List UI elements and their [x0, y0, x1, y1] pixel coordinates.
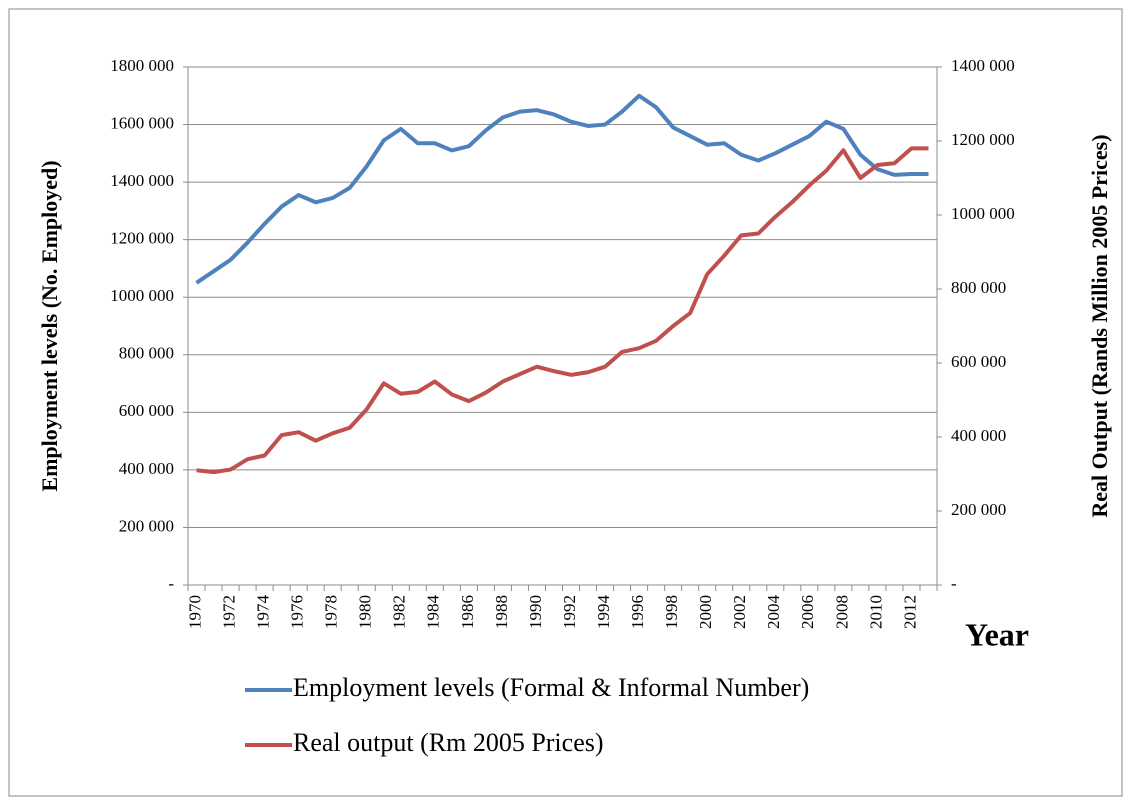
- x-tick-label: 1994: [594, 595, 613, 630]
- y-tick-label: 600 000: [119, 401, 174, 420]
- y-tick-label: 400 000: [119, 459, 174, 478]
- y-axis-label: Employment levels (No. Employed): [37, 160, 62, 491]
- series-line: [195, 93, 929, 285]
- x-tick-label: 1974: [254, 595, 273, 630]
- frame: [8, 8, 1123, 797]
- x-tick-label: 1978: [322, 595, 341, 629]
- x-tick-label: 1982: [390, 595, 409, 629]
- x-tick-label: 1976: [288, 595, 307, 629]
- y2-tick-label: 1400 000: [951, 56, 1015, 75]
- y-tick-label: 1800 000: [110, 56, 174, 75]
- x-tick-label: 1980: [356, 595, 375, 629]
- y2-tick-label: 200 000: [951, 500, 1006, 519]
- y2-tick-label: 800 000: [951, 278, 1006, 297]
- y-tick-label: 1000 000: [110, 286, 174, 305]
- y-tick-label: 1200 000: [110, 229, 174, 248]
- y2-tick-label: -: [951, 574, 957, 593]
- y-tick-label: 800 000: [119, 344, 174, 363]
- x-tick-label: 1998: [662, 595, 681, 629]
- x-tick-label: 2004: [764, 595, 783, 630]
- x-tick-label: 2002: [730, 595, 749, 629]
- x-tick-label: 2010: [866, 595, 885, 629]
- x-tick-label: 2006: [798, 595, 817, 629]
- x-tick-label: 1972: [219, 595, 238, 629]
- x-tick-label: 1992: [560, 595, 579, 629]
- x-tick-label: 1990: [526, 595, 545, 629]
- y2-tick-label: 1000 000: [951, 204, 1015, 223]
- y-tick-label: -: [168, 574, 174, 593]
- y-tick-label: 200 000: [119, 516, 174, 535]
- x-tick-label: 1984: [424, 595, 443, 630]
- x-tick-label: 1986: [458, 595, 477, 629]
- x-tick-label: 2008: [832, 595, 851, 629]
- x-tick-label: 1970: [185, 595, 204, 629]
- y-tick-label: 1600 000: [110, 113, 174, 132]
- series-line: [196, 146, 929, 475]
- y2-tick-label: 1200 000: [951, 130, 1015, 149]
- y2-tick-label: 600 000: [951, 352, 1006, 371]
- x-tick-label: 1988: [492, 595, 511, 629]
- x-tick-label: 2012: [900, 595, 919, 629]
- y2-tick-label: 400 000: [951, 426, 1006, 445]
- y2-axis-label: Real Output (Rands Million 2005 Prices): [1087, 134, 1112, 517]
- x-tick-label: 1996: [628, 595, 647, 629]
- legend-label: Employment levels (Formal & Informal Num…: [293, 673, 809, 702]
- legend-label: Real output (Rm 2005 Prices): [293, 728, 604, 757]
- y-tick-label: 1400 000: [110, 171, 174, 190]
- x-axis-label: Year: [965, 616, 1029, 652]
- x-tick-label: 2000: [696, 595, 715, 629]
